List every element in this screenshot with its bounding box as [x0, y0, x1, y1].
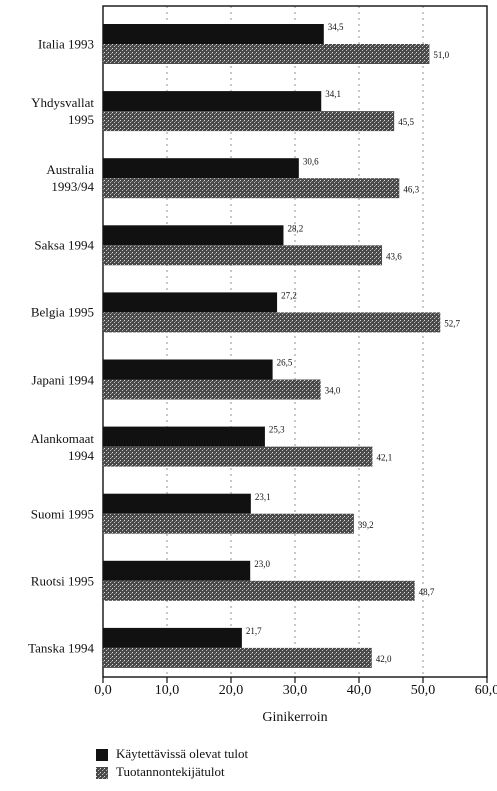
value-label: 27,2	[281, 290, 297, 300]
x-axis-label: Ginikerroin	[262, 710, 327, 725]
bar	[103, 44, 430, 64]
value-label: 34,5	[328, 22, 344, 32]
bar	[103, 426, 265, 447]
value-label: 28,2	[287, 223, 303, 233]
bar	[103, 225, 284, 246]
value-label: 26,5	[277, 358, 293, 368]
bar	[103, 245, 383, 266]
plot-frame	[102, 5, 488, 678]
value-label: 25,3	[269, 425, 285, 435]
bar	[103, 446, 373, 467]
value-label: 39,2	[358, 520, 374, 530]
bar	[103, 513, 354, 534]
x-tick-label: 30,0	[283, 683, 308, 698]
category-label: Australia 1993/94	[46, 162, 94, 195]
category-label: Yhdysvallat 1995	[31, 95, 94, 128]
value-label: 43,6	[386, 251, 402, 261]
legend-swatch	[96, 749, 108, 761]
bar	[103, 580, 415, 601]
bar	[103, 627, 242, 648]
category-label: Belgia 1995	[30, 304, 94, 320]
value-label: 30,6	[303, 156, 319, 166]
value-label: 42,0	[376, 654, 392, 664]
bar	[103, 111, 395, 132]
value-label: 46,3	[403, 184, 419, 194]
value-label: 34,1	[325, 89, 341, 99]
bar	[103, 359, 273, 380]
value-label: 42,1	[376, 453, 392, 463]
x-tick-label: 0,0	[94, 683, 112, 698]
bar	[103, 178, 400, 199]
value-label: 51,0	[433, 50, 449, 60]
category-label: Italia 1993	[38, 36, 94, 52]
value-label: 23,1	[255, 492, 271, 502]
legend-swatch	[96, 767, 108, 779]
x-tick-label: 60,0	[475, 683, 497, 698]
value-label: 34,0	[325, 386, 341, 396]
x-tick-label: 20,0	[219, 683, 244, 698]
legend-label: Käytettävissä olevat tulot	[116, 746, 249, 761]
category-label: Alankomaat 1994	[30, 430, 94, 463]
bar	[103, 560, 251, 581]
x-tick-label: 50,0	[411, 683, 436, 698]
legend-label: Tuotannontekijätulot	[116, 764, 225, 779]
bar	[103, 312, 441, 333]
category-label: Ruotsi 1995	[30, 573, 94, 589]
bar	[103, 91, 322, 112]
category-label: Tanska 1994	[28, 640, 94, 656]
value-label: 52,7	[444, 318, 460, 328]
bar	[103, 24, 324, 44]
x-tick-label: 10,0	[155, 683, 180, 698]
bar	[103, 647, 372, 668]
value-label: 21,7	[246, 626, 262, 636]
value-label: 45,5	[398, 117, 414, 127]
bar	[103, 493, 251, 514]
value-label: 23,0	[254, 559, 270, 569]
category-label: Suomi 1995	[30, 506, 94, 522]
category-label: Japani 1994	[31, 372, 94, 387]
bar	[103, 158, 299, 179]
bar	[103, 379, 321, 400]
x-tick-label: 40,0	[347, 683, 372, 698]
value-label: 48,7	[419, 587, 435, 597]
bar	[103, 292, 278, 313]
category-label: Saksa 1994	[34, 237, 94, 253]
